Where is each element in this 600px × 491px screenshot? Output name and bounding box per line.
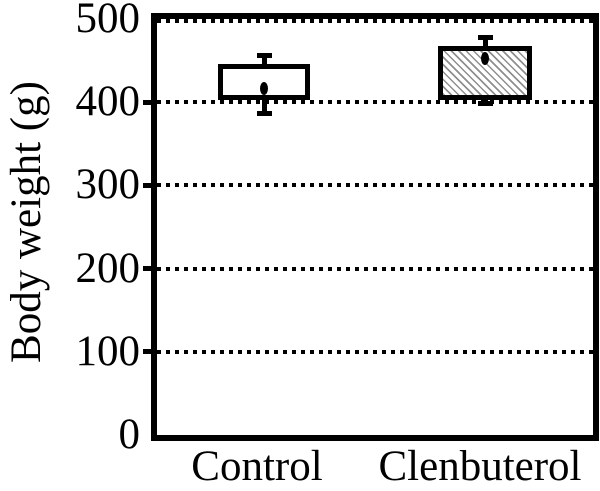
y-axis-tick-100	[143, 349, 152, 355]
gridline-500	[157, 19, 593, 23]
y-tick-label-400: 400	[75, 78, 141, 126]
mean-dot-clenbuterol	[481, 51, 489, 65]
y-tick-label-200: 200	[75, 244, 141, 292]
gridline-100	[157, 349, 593, 354]
y-tick-label-300: 300	[75, 161, 141, 209]
y-axis-tick-400	[143, 99, 152, 105]
error-bar-cap-low-clenbuterol	[477, 101, 493, 107]
y-axis-title: Body weight (g)	[3, 81, 50, 363]
x-tick-label-clenbuterol: Clenbuterol	[378, 443, 582, 490]
gridline-400	[157, 100, 593, 105]
bar-control	[218, 63, 310, 100]
y-tick-label-500: 500	[75, 0, 141, 42]
y-axis-tick-300	[143, 182, 152, 188]
x-tick-label-control: Control	[191, 443, 323, 490]
plot-frame	[151, 13, 599, 441]
error-bar-cap-high-control	[256, 53, 272, 59]
y-tick-label-0: 0	[118, 411, 141, 458]
error-bar-cap-high-clenbuterol	[477, 34, 493, 40]
y-axis-tick-200	[143, 266, 152, 272]
error-bar-cap-low-control	[256, 111, 272, 117]
gridline-200	[157, 266, 593, 271]
gridline-300	[157, 183, 593, 188]
mean-dot-control	[260, 81, 268, 95]
y-tick-label-100: 100	[75, 327, 141, 375]
